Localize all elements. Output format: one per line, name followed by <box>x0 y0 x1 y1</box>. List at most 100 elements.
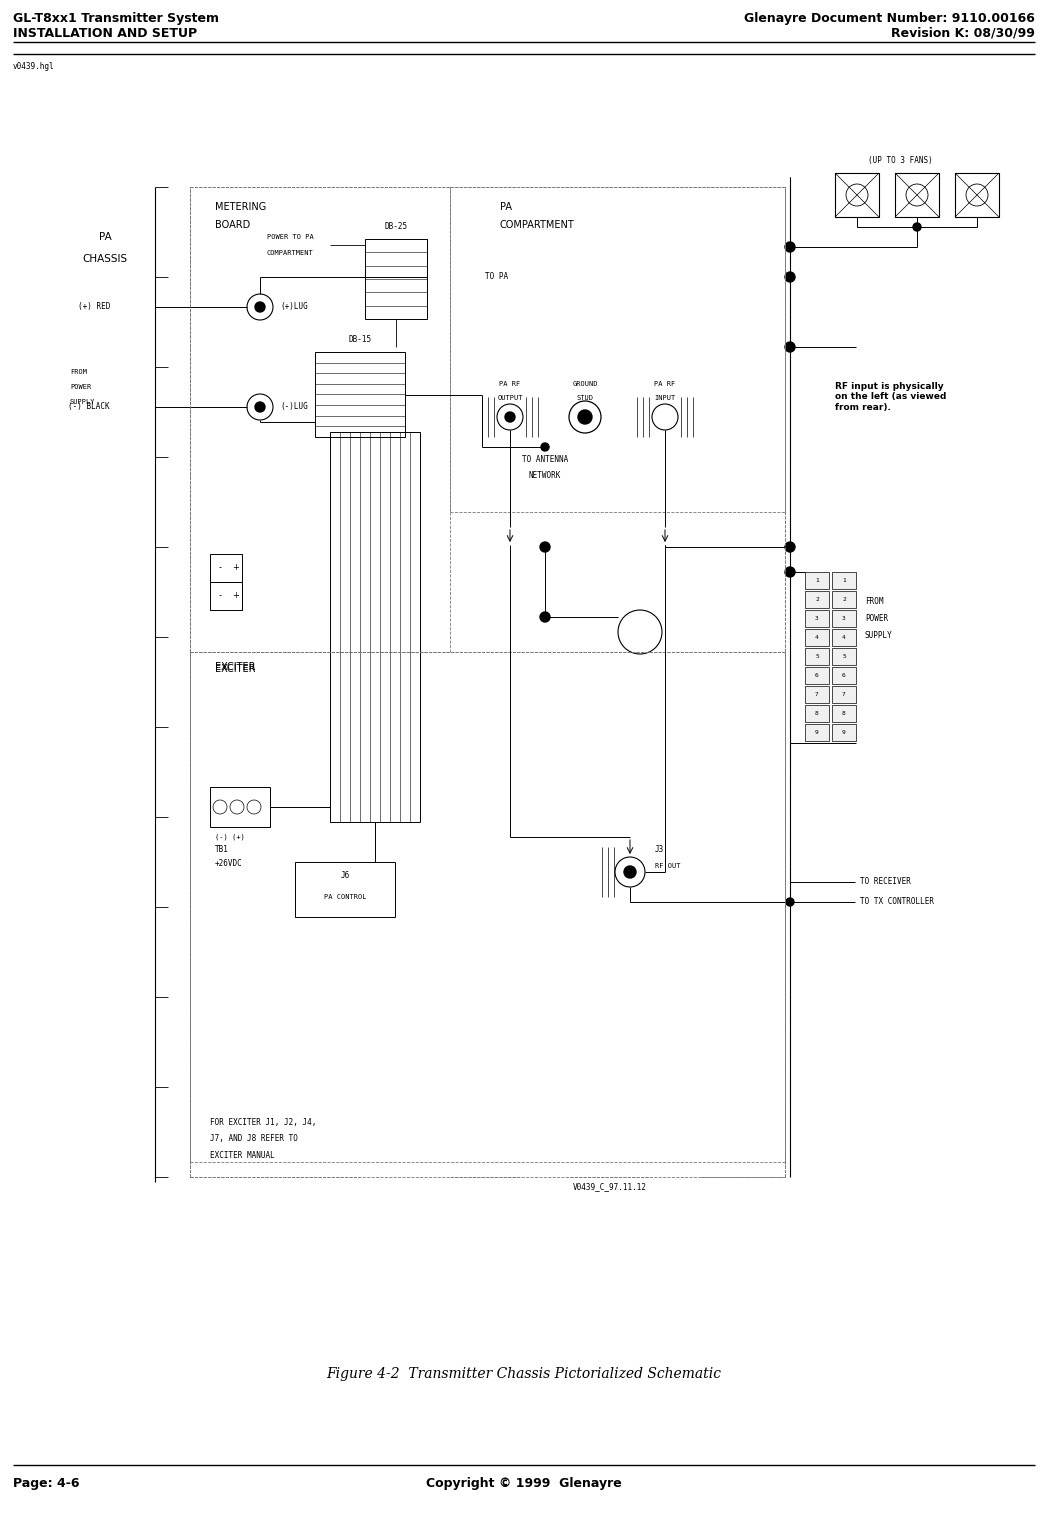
Bar <box>955 174 999 217</box>
Text: 1: 1 <box>843 578 846 583</box>
Bar <box>315 352 405 437</box>
Text: TO ANTENNA: TO ANTENNA <box>522 455 568 464</box>
Text: NETWORK: NETWORK <box>529 470 561 480</box>
Bar <box>805 629 829 646</box>
Bar <box>832 629 856 646</box>
Text: v0439.hgl: v0439.hgl <box>13 61 54 71</box>
Text: DB-15: DB-15 <box>348 335 372 344</box>
Text: Page: 4-6: Page: 4-6 <box>13 1477 80 1489</box>
Bar <box>832 610 856 627</box>
Text: J6: J6 <box>341 871 350 881</box>
Text: 3: 3 <box>843 616 846 621</box>
Text: PA CONTROL: PA CONTROL <box>324 895 366 901</box>
Text: TB1: TB1 <box>215 845 228 855</box>
Text: GL-T8xx1 Transmitter System: GL-T8xx1 Transmitter System <box>13 12 219 25</box>
Text: RF OUT: RF OUT <box>655 862 680 868</box>
Text: 4: 4 <box>843 635 846 639</box>
Circle shape <box>786 898 794 905</box>
Text: GROUND: GROUND <box>572 381 597 387</box>
Text: (-)LUG: (-)LUG <box>280 403 308 412</box>
Text: J3: J3 <box>655 845 664 855</box>
Text: EXCITER: EXCITER <box>215 664 256 675</box>
Circle shape <box>255 403 265 412</box>
Text: -: - <box>219 592 222 601</box>
Text: TO TX CONTROLLER: TO TX CONTROLLER <box>860 898 934 907</box>
Text: 7: 7 <box>815 692 818 696</box>
Text: 5: 5 <box>815 655 818 659</box>
Text: FROM: FROM <box>70 369 87 375</box>
Text: (UP TO 3 FANS): (UP TO 3 FANS) <box>868 157 933 166</box>
Text: EXCITER: EXCITER <box>215 662 256 672</box>
Circle shape <box>505 412 515 423</box>
Bar <box>805 667 829 684</box>
Text: +: + <box>232 564 239 572</box>
Circle shape <box>913 223 921 231</box>
Circle shape <box>255 301 265 312</box>
Text: FROM: FROM <box>865 598 883 607</box>
Text: J7, AND J8 REFER TO: J7, AND J8 REFER TO <box>210 1134 298 1144</box>
Bar <box>832 686 856 702</box>
Bar <box>832 572 856 589</box>
Bar <box>365 238 427 320</box>
Text: POWER: POWER <box>70 384 91 390</box>
Text: COMPARTMENT: COMPARTMENT <box>500 220 574 231</box>
Text: Copyright © 1999  Glenayre: Copyright © 1999 Glenayre <box>427 1477 621 1489</box>
Circle shape <box>785 241 795 252</box>
Text: COMPARTMENT: COMPARTMENT <box>266 251 313 257</box>
Text: PA RF: PA RF <box>654 381 676 387</box>
Bar <box>805 572 829 589</box>
Bar <box>832 667 856 684</box>
Circle shape <box>785 567 795 576</box>
Text: POWER TO PA: POWER TO PA <box>266 234 313 240</box>
Text: 6: 6 <box>815 673 818 678</box>
Bar <box>832 724 856 741</box>
Text: +26VDC: +26VDC <box>215 859 243 867</box>
Bar <box>294 862 395 918</box>
Text: BOARD: BOARD <box>215 220 250 231</box>
Text: DB-25: DB-25 <box>385 223 408 232</box>
Circle shape <box>540 612 550 622</box>
Bar <box>330 432 420 822</box>
Text: POWER: POWER <box>865 615 888 624</box>
Text: TO RECEIVER: TO RECEIVER <box>860 878 911 887</box>
Bar <box>805 610 829 627</box>
Bar <box>805 592 829 609</box>
Bar <box>805 686 829 702</box>
Text: 1: 1 <box>815 578 818 583</box>
Circle shape <box>624 865 636 878</box>
Text: 8: 8 <box>815 712 818 716</box>
Circle shape <box>541 443 549 450</box>
Text: RF input is physically
on the left (as viewed
from rear).: RF input is physically on the left (as v… <box>835 383 946 412</box>
Text: 4: 4 <box>815 635 818 639</box>
Bar <box>210 553 242 583</box>
Text: FOR EXCITER J1, J2, J4,: FOR EXCITER J1, J2, J4, <box>210 1117 316 1127</box>
Text: 3: 3 <box>815 616 818 621</box>
Text: 9: 9 <box>843 730 846 735</box>
Bar <box>895 174 939 217</box>
Text: 7: 7 <box>843 692 846 696</box>
Text: 9: 9 <box>815 730 818 735</box>
Text: 8: 8 <box>843 712 846 716</box>
Bar <box>210 583 242 610</box>
Text: 6: 6 <box>843 673 846 678</box>
Text: +: + <box>232 592 239 601</box>
Text: 2: 2 <box>815 596 818 603</box>
Text: (-) (+): (-) (+) <box>215 833 245 841</box>
Circle shape <box>785 543 795 552</box>
Circle shape <box>785 343 795 352</box>
Text: -: - <box>219 564 222 572</box>
Bar <box>832 705 856 722</box>
Text: SUPPLY: SUPPLY <box>865 632 893 641</box>
Text: V0439_C_97.11.12: V0439_C_97.11.12 <box>573 1182 647 1191</box>
Text: EXCITER MANUAL: EXCITER MANUAL <box>210 1151 275 1160</box>
Bar <box>805 649 829 666</box>
Text: Figure 4-2  Transmitter Chassis Pictorialized Schematic: Figure 4-2 Transmitter Chassis Pictorial… <box>327 1366 721 1382</box>
Text: SUPPLY: SUPPLY <box>70 400 95 406</box>
Bar <box>832 649 856 666</box>
Bar <box>835 174 879 217</box>
Text: 5: 5 <box>843 655 846 659</box>
Text: STUD: STUD <box>576 395 593 401</box>
Text: (+)LUG: (+)LUG <box>280 303 308 312</box>
Bar <box>210 787 270 827</box>
Text: OUTPUT: OUTPUT <box>497 395 523 401</box>
